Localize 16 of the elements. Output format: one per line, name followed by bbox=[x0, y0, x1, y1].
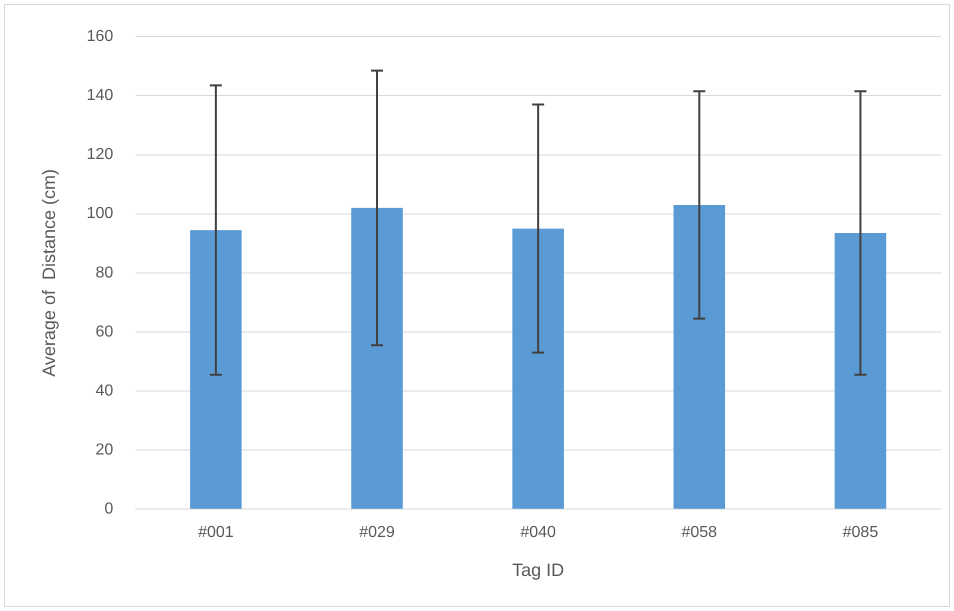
x-tick-label: #040 bbox=[520, 524, 556, 542]
y-tick-label: 20 bbox=[96, 442, 114, 459]
x-axis-title: Tag ID bbox=[512, 560, 564, 580]
x-tick-label: #001 bbox=[198, 524, 234, 542]
y-axis-title: Average of Distance (cm) bbox=[38, 169, 59, 377]
y-tick-label: 160 bbox=[86, 28, 114, 46]
y-tick-label: 120 bbox=[86, 146, 114, 164]
y-tick-label: 60 bbox=[96, 323, 114, 340]
x-tick-label: #085 bbox=[842, 524, 878, 542]
x-tick-label: #029 bbox=[359, 524, 395, 542]
y-tick-label: 80 bbox=[96, 264, 114, 282]
x-tick-label: #058 bbox=[681, 524, 718, 542]
y-tick-label: 100 bbox=[86, 205, 114, 222]
y-tick-label: 140 bbox=[86, 87, 114, 104]
y-tick-label: 40 bbox=[96, 382, 114, 400]
y-tick-label: 0 bbox=[104, 500, 114, 518]
